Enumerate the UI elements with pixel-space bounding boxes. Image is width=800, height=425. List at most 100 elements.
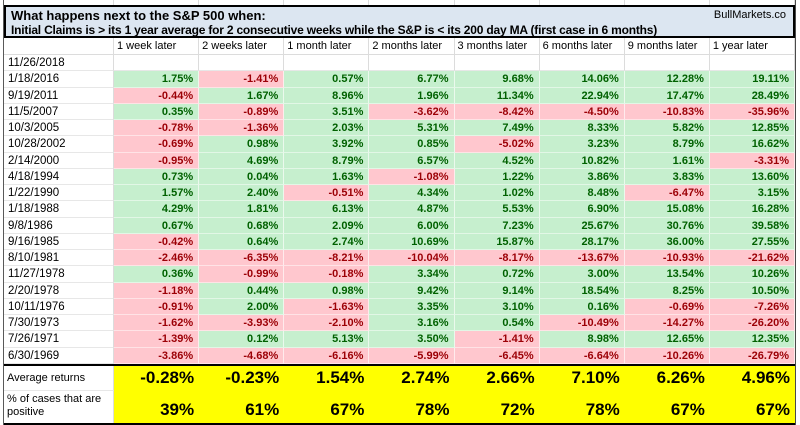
column-header: 1 week later [114, 38, 200, 55]
spreadsheet-table: What happens next to the S&P 500 when: B… [3, 0, 796, 425]
return-value-cell: -0.69% [114, 136, 200, 153]
gridline-tick [4, 0, 114, 5]
return-value-cell: 12.28% [624, 71, 710, 88]
date-cell: 8/10/1981 [4, 250, 114, 267]
gridline-strip [4, 0, 795, 5]
return-value-cell: 3.16% [369, 315, 455, 332]
return-value-cell: -1.62% [114, 315, 200, 332]
date-cell: 11/27/1978 [4, 266, 114, 283]
table-row: 9/19/2011 -0.44% 1.67% 8.96% 1.96% 11.34% 22.9… [4, 87, 795, 104]
summary-row-average: Average returns -0.28% -0.23% 1.54% 2.74% 2.… [4, 365, 795, 391]
summary-block: Average returns -0.28% -0.23% 1.54% 2.74% 2.… [4, 363, 795, 425]
return-value-cell: -26.79% [709, 347, 795, 364]
return-value-cell: 7.49% [454, 120, 540, 137]
summary-value-cell: -0.28% [114, 365, 200, 391]
date-cell: 10/11/1976 [4, 298, 114, 315]
return-value-cell: 22.94% [539, 87, 625, 104]
return-value-cell: 1.02% [454, 185, 540, 202]
summary-percent-positive-label: % of cases that are positive [4, 390, 114, 423]
date-cell: 11/26/2018 [4, 55, 114, 72]
gridline-tick [710, 0, 795, 5]
summary-value-cell: 7.10% [539, 365, 625, 391]
table-row: 9/16/1985 -0.42% 0.64% 2.74% 10.69% 15.87% 28.… [4, 233, 795, 250]
return-value-cell: -10.83% [624, 103, 710, 120]
return-value-cell: -0.99% [199, 266, 285, 283]
return-value-cell: -26.20% [709, 315, 795, 332]
return-value-cell: 0.68% [199, 217, 285, 234]
column-header: 3 months later [454, 38, 540, 55]
return-value-cell: -6.16% [284, 347, 370, 364]
return-value-cell: -1.08% [369, 168, 455, 185]
return-value-cell: 15.08% [624, 201, 710, 218]
table-row: 10/28/2002 -0.69% 0.98% 3.92% 0.85% -5.02% 3.2… [4, 136, 795, 153]
table-row: 11/5/2007 0.35% -0.89% 3.51% -3.62% -8.42% -4.… [4, 103, 795, 120]
return-value-cell: -1.18% [114, 282, 200, 299]
return-value-cell: 1.57% [114, 185, 200, 202]
table-row: 7/26/1971 -1.39% 0.12% 5.13% 3.50% -1.41% 8.98… [4, 331, 795, 348]
return-value-cell: 5.13% [284, 331, 370, 348]
return-value-cell: 8.98% [539, 331, 625, 348]
return-value-cell: 8.96% [284, 87, 370, 104]
table-row: 1/18/2016 1.75% -1.41% 0.57% 6.77% 9.68% 14.06… [4, 71, 795, 88]
table-row: 1/18/1988 4.29% 1.81% 6.13% 4.87% 5.53% 6.90% 1… [4, 201, 795, 218]
return-value-cell [369, 55, 455, 72]
return-value-cell: 0.73% [114, 168, 200, 185]
date-cell: 7/26/1971 [4, 331, 114, 348]
return-value-cell: 13.60% [709, 168, 795, 185]
return-value-cell: -6.47% [624, 185, 710, 202]
gridline-tick [284, 0, 370, 5]
return-value-cell: 39.58% [709, 217, 795, 234]
return-value-cell: 0.98% [284, 282, 370, 299]
return-value-cell [114, 55, 200, 72]
column-header: 1 month later [284, 38, 370, 55]
summary-value-cell: 2.74% [369, 365, 455, 391]
return-value-cell: 5.53% [454, 201, 540, 218]
return-value-cell: 25.67% [539, 217, 625, 234]
return-value-cell: 0.64% [199, 233, 285, 250]
return-value-cell: 17.47% [624, 87, 710, 104]
summary-row-percent-positive: % of cases that are positive 39% 61% 67% 78… [4, 390, 795, 423]
return-value-cell: 0.44% [199, 282, 285, 299]
table-body: 11/26/2018 1/18/2016 1.75% -1.41% 0.57% 6.77%… [4, 55, 795, 364]
return-value-cell: 2.09% [284, 217, 370, 234]
return-value-cell: -8.42% [454, 103, 540, 120]
return-value-cell: -0.89% [199, 103, 285, 120]
return-value-cell: 36.00% [624, 233, 710, 250]
return-value-cell: -0.42% [114, 233, 200, 250]
table-row: 2/20/1978 -1.18% 0.44% 0.98% 9.42% 9.14% 18.54… [4, 282, 795, 299]
return-value-cell: 3.35% [369, 298, 455, 315]
return-value-cell: 6.57% [369, 152, 455, 169]
return-value-cell [709, 55, 795, 72]
table-row: 6/30/1969 -3.86% -4.68% -6.16% -5.99% -6.45% -… [4, 347, 795, 364]
table-row: 10/3/2005 -0.78% -1.36% 2.03% 5.31% 7.49% 8.33… [4, 120, 795, 137]
return-value-cell: 3.15% [709, 185, 795, 202]
return-value-cell: 4.87% [369, 201, 455, 218]
return-value-cell: 8.25% [624, 282, 710, 299]
return-value-cell: 0.98% [199, 136, 285, 153]
return-value-cell: 10.69% [369, 233, 455, 250]
date-cell: 10/28/2002 [4, 136, 114, 153]
return-value-cell: 27.55% [709, 233, 795, 250]
return-value-cell: -3.31% [709, 152, 795, 169]
return-value-cell: 4.34% [369, 185, 455, 202]
gridline-tick [369, 0, 455, 5]
return-value-cell: 19.11% [709, 71, 795, 88]
return-value-cell: 8.79% [284, 152, 370, 169]
return-value-cell: -3.62% [369, 103, 455, 120]
return-value-cell: 11.34% [454, 87, 540, 104]
return-value-cell: -7.26% [709, 298, 795, 315]
return-value-cell: 1.63% [284, 168, 370, 185]
return-value-cell: 18.54% [539, 282, 625, 299]
return-value-cell: 30.76% [624, 217, 710, 234]
summary-value-cell: 6.26% [624, 365, 710, 391]
summary-value-cell: 39% [114, 390, 200, 423]
return-value-cell: 0.35% [114, 103, 200, 120]
return-value-cell [284, 55, 370, 72]
return-value-cell: 8.33% [539, 120, 625, 137]
table-header-row: 1 week later 2 weeks later 1 month later 2 … [4, 38, 795, 55]
column-header: 6 months later [539, 38, 625, 55]
date-cell: 10/3/2005 [4, 120, 114, 137]
return-value-cell [454, 55, 540, 72]
return-value-cell: 2.03% [284, 120, 370, 137]
summary-value-cell: 72% [454, 390, 540, 423]
